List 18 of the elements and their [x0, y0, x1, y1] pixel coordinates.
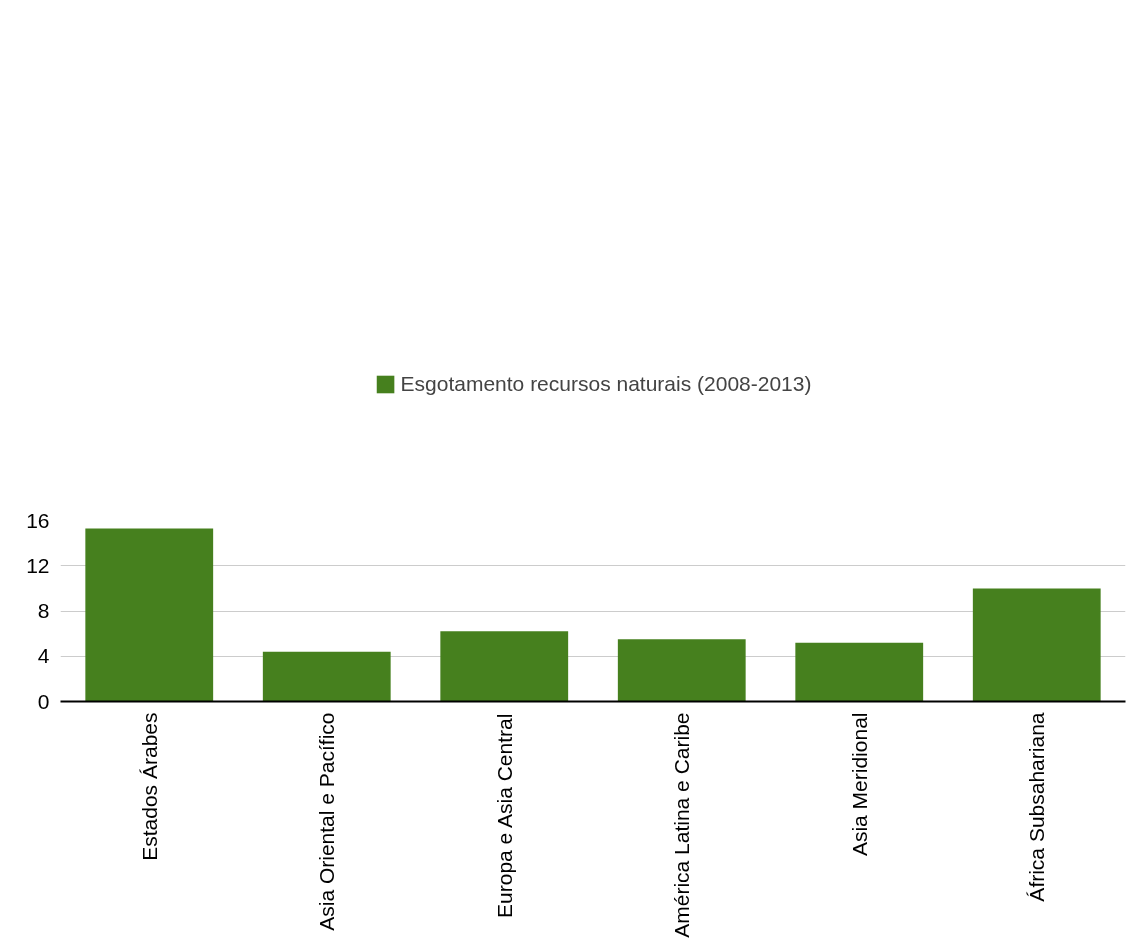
y-tick-label: 16 — [26, 508, 50, 532]
x-tick-label: África Subsahariana — [1025, 712, 1049, 902]
y-tick-label: 8 — [37, 599, 50, 622]
bar — [617, 639, 746, 702]
legend-label: Esgotamento recursos naturais (2008-2013) — [400, 372, 812, 396]
x-tick-label: Asia Meridional — [847, 712, 871, 857]
y-tick-label: 12 — [26, 553, 50, 577]
bar — [262, 651, 391, 702]
y-tick-label: 0 — [37, 689, 50, 713]
bar — [795, 642, 924, 702]
y-tick-label: 4 — [37, 644, 50, 668]
bar — [440, 631, 569, 702]
x-tick-label: Estados Árabes — [137, 712, 161, 861]
x-tick-label: América Latina e Caribe — [670, 712, 694, 938]
x-tick-label: Europa e Asia Central — [492, 713, 516, 918]
bar — [85, 528, 214, 702]
x-tick-label: Asia Oriental e Pacífico — [315, 712, 339, 931]
bar — [972, 588, 1101, 702]
